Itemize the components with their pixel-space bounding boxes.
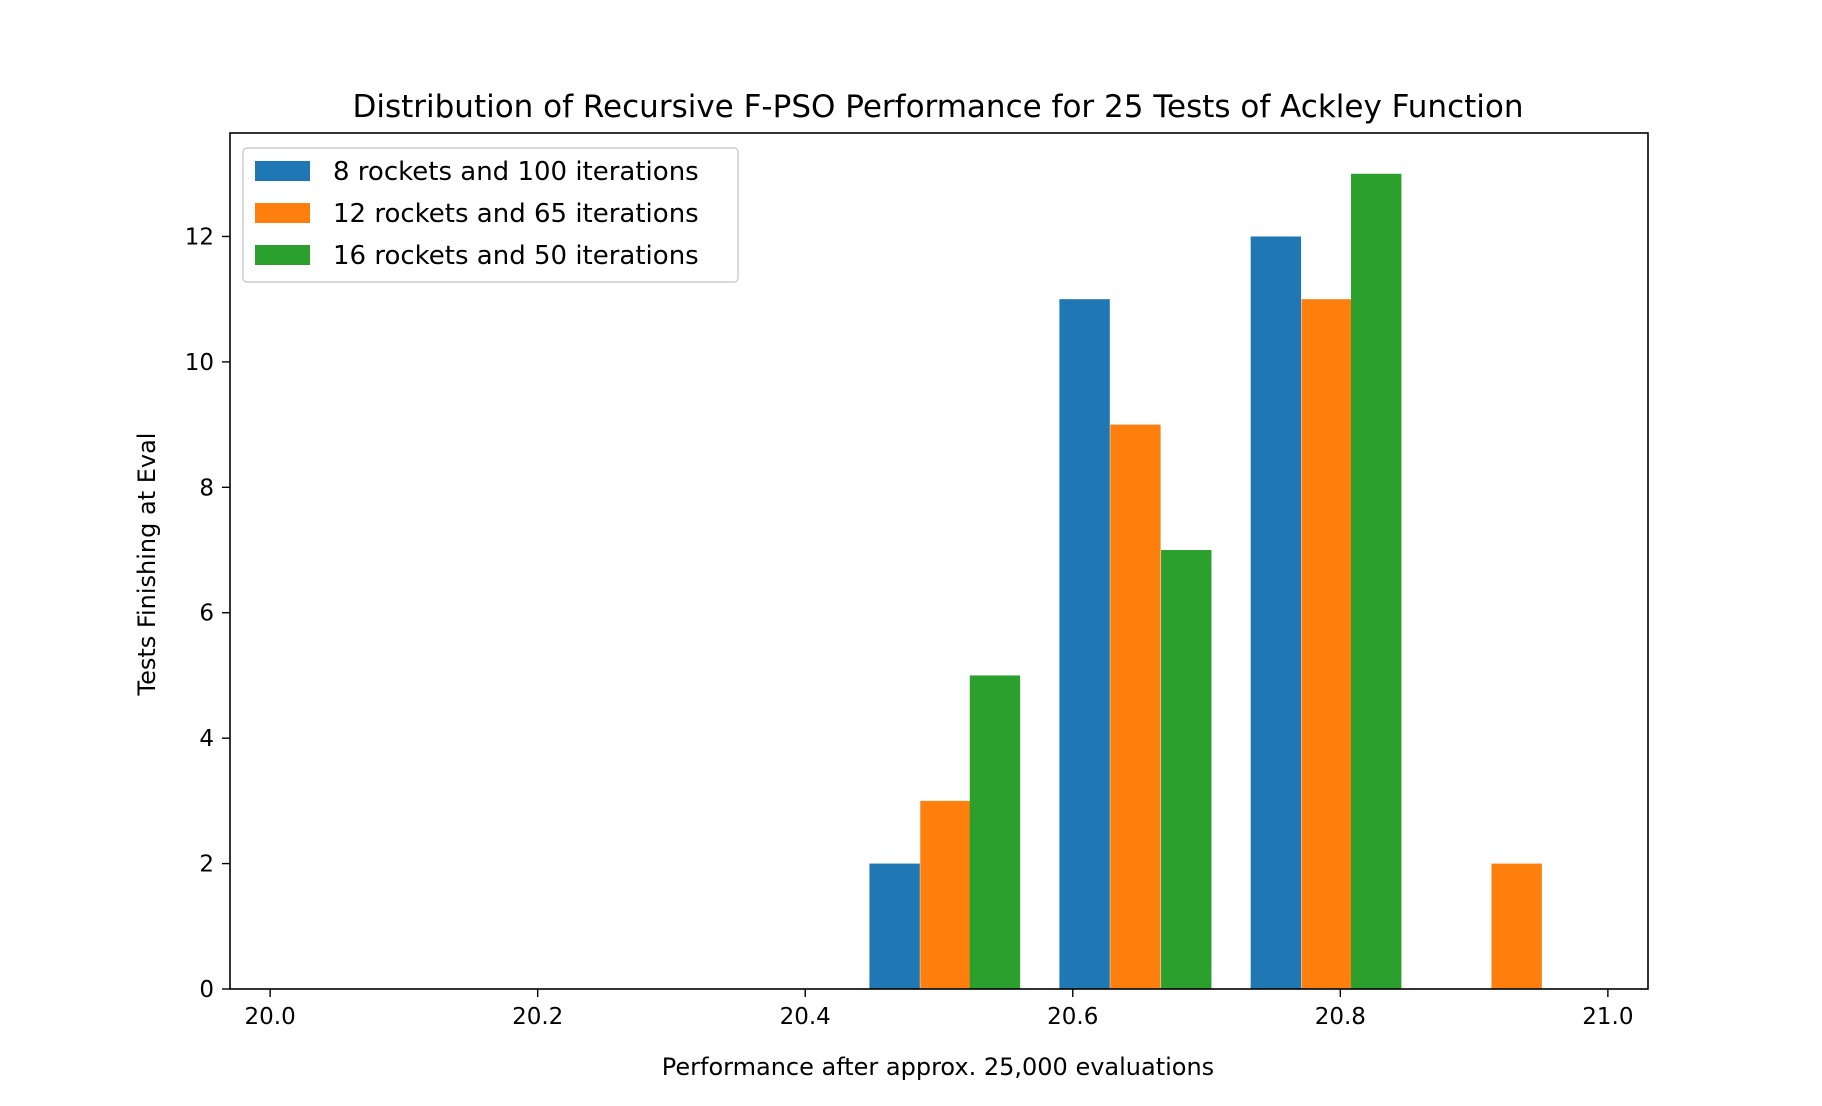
- x-tick-label-3: 20.4: [780, 1004, 831, 1030]
- legend-swatch-3: [255, 245, 310, 265]
- bar-series-3-2: [1161, 550, 1212, 989]
- x-tick-label-6: 21.0: [1582, 1004, 1633, 1030]
- legend-swatch-1: [255, 161, 310, 181]
- x-axis-title: Performance after approx. 25,000 evaluat…: [662, 1053, 1214, 1081]
- bar-series-3-3: [1351, 173, 1402, 989]
- legend-label-1: 8 rockets and 100 iterations: [333, 157, 699, 187]
- bar-series-2-4: [1491, 863, 1542, 989]
- bar-series-2-1: [920, 800, 971, 989]
- x-tick-label-2: 20.2: [512, 1004, 563, 1030]
- bar-series-1-2: [1059, 299, 1110, 989]
- y-tick-label-6: 10: [185, 350, 214, 376]
- x-tick-label-4: 20.6: [1047, 1004, 1098, 1030]
- x-tick-label-5: 20.8: [1315, 1004, 1366, 1030]
- bars-group: [869, 173, 1542, 990]
- y-tick-label-4: 6: [199, 601, 214, 627]
- plot-frame: [229, 132, 1649, 990]
- x-tick-label-1: 20.0: [245, 1004, 296, 1030]
- bar-series-1-1: [869, 863, 920, 989]
- legend-swatch-2: [255, 203, 310, 223]
- legend-label-3: 16 rockets and 50 iterations: [333, 241, 699, 271]
- bar-series-2-3: [1301, 299, 1352, 989]
- legend-label-2: 12 rockets and 65 iterations: [333, 199, 699, 229]
- axes-group: 20.0 20.2 20.4 20.6 20.8 21.0 0 2 4 6 8 10 12: [185, 132, 1649, 1030]
- y-tick-label-3: 4: [199, 726, 214, 752]
- chart-title: Distribution of Recursive F-PSO Performa…: [352, 89, 1523, 125]
- legend: 8 rockets and 100 iterations 12 rockets a…: [242, 147, 739, 283]
- y-axis-title: Tests Finishing at Eval: [133, 433, 161, 697]
- y-tick-label-7: 12: [185, 224, 214, 250]
- bar-series-1-3: [1250, 236, 1302, 990]
- legend-box: [242, 147, 739, 283]
- bar-series-3-1: [969, 675, 1021, 989]
- y-tick-label-2: 2: [199, 852, 214, 878]
- y-tick-label-1: 0: [199, 977, 214, 1003]
- y-tick-label-5: 8: [199, 475, 214, 501]
- bar-series-2-2: [1110, 424, 1161, 990]
